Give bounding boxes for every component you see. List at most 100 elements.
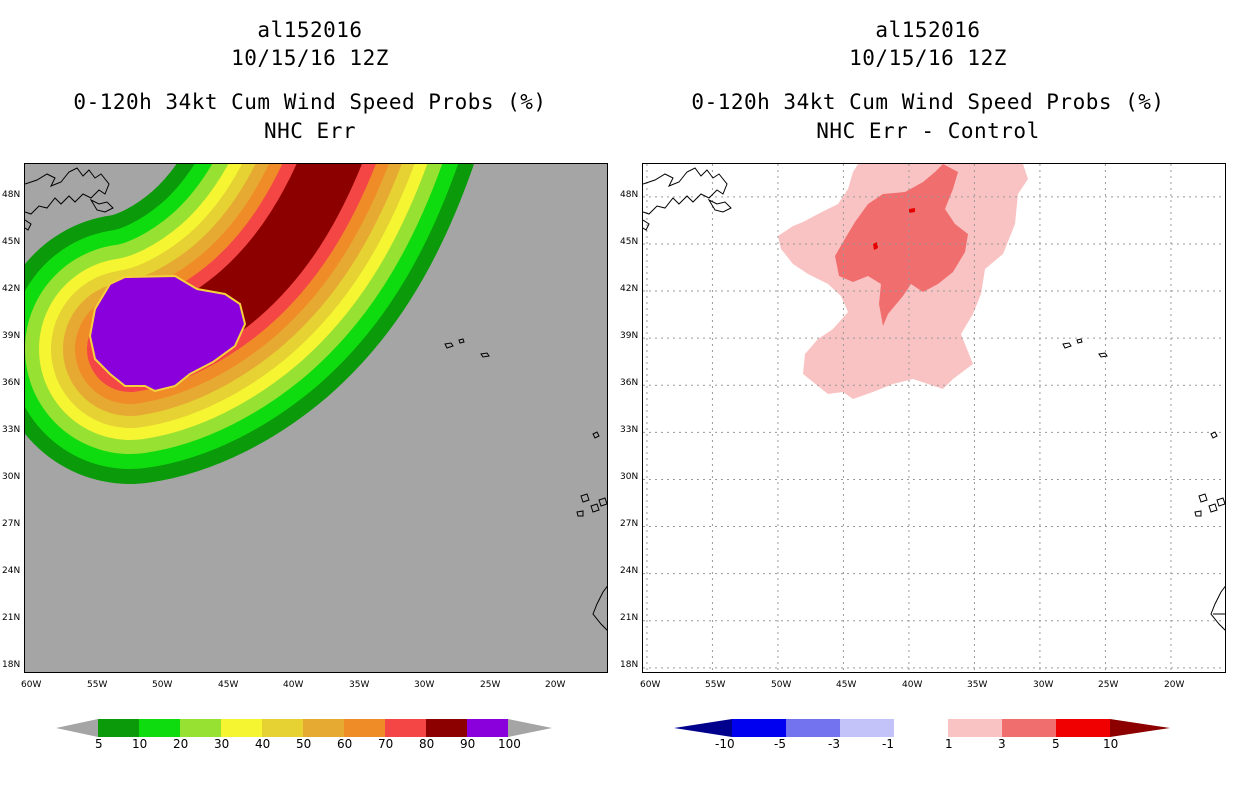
left-title-storm-id: al152016 [257,18,363,42]
lat-tick: 39N [620,331,639,341]
canary-island [590,503,600,513]
lon-tick: 25W [1098,680,1119,690]
canary-island [576,510,584,517]
colorbar-right-arrow [1110,719,1170,737]
azores-island [1076,338,1083,344]
colorbar-label: 100 [498,737,521,751]
colorbar-swatch [98,719,139,737]
canary-island [1216,497,1225,507]
right-map-svg [643,164,1225,672]
colorbar-swatch [732,719,786,737]
colorbar-label: 5 [1052,737,1060,751]
lon-tick: 45W [218,680,239,690]
lon-tick: 25W [480,680,501,690]
lon-tick: 40W [902,680,923,690]
lat-tick: 33N [620,425,639,435]
colorbar-label: 90 [460,737,476,751]
right-title-product: 0-120h 34kt Cum Wind Speed Probs (%) [691,90,1165,114]
colorbar-swatch [385,719,426,737]
newfoundland-coast [643,167,728,215]
lat-tick: 18N [620,660,639,670]
colorbar-label: 10 [132,737,148,751]
difference-3-5-region [835,164,968,326]
lon-tick: 35W [349,680,370,690]
colorbar-left-arrow [674,719,732,737]
colorbar-swatch [786,719,840,737]
canary-island [580,493,590,503]
lat-tick: 24N [620,566,639,576]
newfoundland-coast [25,167,110,215]
lon-tick: 60W [640,680,661,690]
difference-5-10-region [909,208,915,213]
lon-tick: 20W [545,680,566,690]
lat-tick: 33N [2,425,21,435]
colorbar-label: 20 [173,737,189,751]
colorbar-label: 10 [1103,737,1119,751]
lat-tick: 42N [620,284,639,294]
lat-tick: 48N [2,190,21,200]
lat-tick: 27N [2,519,21,529]
colorbar-swatch [344,719,385,737]
lat-tick: 45N [620,237,639,247]
colorbar-swatch [180,719,221,737]
madeira-island [592,431,600,439]
colorbar-left-arrow [56,719,98,737]
lon-tick: 55W [87,680,108,690]
left-title-product: 0-120h 34kt Cum Wind Speed Probs (%) [73,90,547,114]
colorbar-label: 30 [214,737,230,751]
nova-scotia-coast [89,198,114,213]
lon-tick: 50W [152,680,173,690]
colorbar-swatch [1002,719,1056,737]
coastlines [25,167,607,631]
colorbar-label: -1 [882,737,894,751]
left-colorbar-svg [56,719,552,737]
colorbar-swatch [426,719,467,737]
coastlines [643,167,1225,631]
graticule [643,164,1225,672]
lat-tick: 30N [620,472,639,482]
lat-tick: 42N [2,284,21,294]
canary-island [1198,493,1208,503]
lon-tick: 30W [1033,680,1054,690]
colorbar-right-arrow [508,719,552,737]
colorbar-label: 60 [337,737,353,751]
lat-tick: 48N [620,190,639,200]
colorbar-swatch [221,719,262,737]
canary-island [598,497,607,507]
right-title-date: 10/15/16 12Z [849,46,1007,70]
canary-island [1194,510,1202,517]
madeira-island [1210,431,1218,439]
left-title-experiment: NHC Err [263,119,356,143]
colorbar-swatch [1056,719,1110,737]
colorbar-label: 40 [255,737,271,751]
colorbar-swatch [467,719,508,737]
probability-100-region [88,274,247,393]
colorbar-swatch [262,719,303,737]
lon-tick: 55W [705,680,726,690]
difference-5-10-region [873,242,878,250]
lon-tick: 40W [283,680,304,690]
canary-island [1208,503,1218,513]
left-title-date: 10/15/16 12Z [231,46,389,70]
lat-tick: 24N [2,566,21,576]
colorbar-label: 3 [998,737,1006,751]
colorbar-swatch [139,719,180,737]
coast-fragment [643,219,650,231]
colorbar-swatch [948,719,1002,737]
lat-tick: 30N [2,472,21,482]
azores-island [1098,352,1108,358]
right-colorbar-svg [674,719,1170,737]
nova-scotia-coast [707,198,732,213]
colorbar-label: 1 [945,737,953,751]
lon-tick: 30W [414,680,435,690]
colorbar-swatches [674,719,1170,737]
colorbar-swatch [840,719,894,737]
lat-tick: 45N [2,237,21,247]
lon-tick: 50W [771,680,792,690]
colorbar-label: 5 [95,737,103,751]
lat-tick: 21N [2,613,21,623]
left-map [24,163,608,673]
colorbar-label: 70 [378,737,394,751]
lon-tick: 45W [836,680,857,690]
azores-island [1062,342,1072,349]
